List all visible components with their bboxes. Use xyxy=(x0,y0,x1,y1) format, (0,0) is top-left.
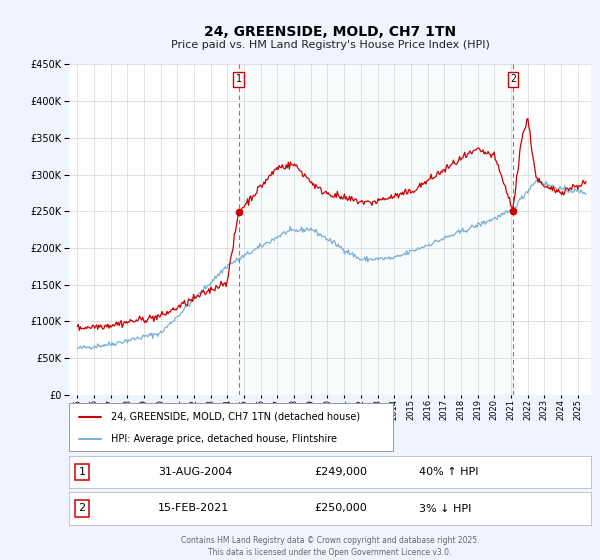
Text: 2: 2 xyxy=(510,74,516,84)
Text: 15-FEB-2021: 15-FEB-2021 xyxy=(158,503,229,514)
Text: 1: 1 xyxy=(79,467,86,477)
Text: 3% ↓ HPI: 3% ↓ HPI xyxy=(419,503,471,514)
Text: 24, GREENSIDE, MOLD, CH7 1TN: 24, GREENSIDE, MOLD, CH7 1TN xyxy=(204,25,456,39)
Bar xyxy=(239,64,513,395)
Text: 2: 2 xyxy=(79,503,86,514)
Text: £249,000: £249,000 xyxy=(314,467,367,477)
Text: HPI: Average price, detached house, Flintshire: HPI: Average price, detached house, Flin… xyxy=(111,434,337,444)
Text: Contains HM Land Registry data © Crown copyright and database right 2025.
This d: Contains HM Land Registry data © Crown c… xyxy=(181,536,479,557)
Text: 1: 1 xyxy=(236,74,241,84)
Text: £250,000: £250,000 xyxy=(314,503,367,514)
Text: 24, GREENSIDE, MOLD, CH7 1TN (detached house): 24, GREENSIDE, MOLD, CH7 1TN (detached h… xyxy=(111,412,360,422)
Text: Price paid vs. HM Land Registry's House Price Index (HPI): Price paid vs. HM Land Registry's House … xyxy=(170,40,490,50)
Text: 40% ↑ HPI: 40% ↑ HPI xyxy=(419,467,478,477)
Text: 31-AUG-2004: 31-AUG-2004 xyxy=(158,467,232,477)
